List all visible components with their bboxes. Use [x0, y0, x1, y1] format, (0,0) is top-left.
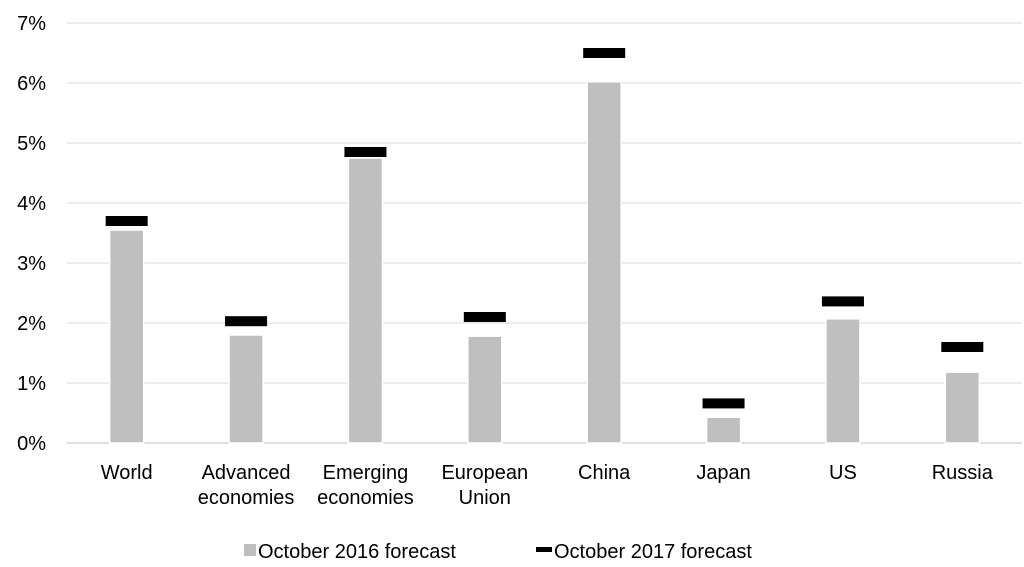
legend-swatch-marker [536, 547, 552, 552]
y-tick-label: 5% [17, 133, 46, 155]
marker [821, 296, 864, 307]
y-axis: 0% 1% 2% 3% 4% 5% 6% 7% [17, 13, 46, 455]
x-tick-label: Japan [696, 462, 751, 484]
bar [944, 371, 981, 444]
y-tick-label: 3% [17, 253, 46, 275]
bar [228, 334, 264, 444]
legend-label: October 2017 forecast [554, 541, 752, 563]
legend: October 2016 forecast October 2017 forec… [244, 541, 752, 563]
marker [105, 216, 148, 226]
y-tick-label: 6% [17, 73, 46, 95]
bar [825, 318, 861, 444]
y-tick-label: 7% [17, 13, 46, 35]
x-tick-label: Russia [932, 462, 994, 484]
bar [347, 157, 384, 444]
bar [467, 335, 503, 444]
marker [583, 48, 626, 58]
x-tick-label: World [101, 462, 153, 484]
bar [586, 81, 622, 444]
markers [105, 48, 984, 409]
x-tick-label: Advanced economies [198, 462, 295, 509]
marker [344, 147, 387, 157]
bar [108, 229, 145, 444]
marker [225, 316, 268, 327]
marker [941, 342, 984, 352]
y-tick-label: 4% [17, 193, 46, 215]
x-tick-label: US [829, 462, 857, 484]
x-tick-label: China [578, 462, 631, 484]
y-tick-label: 1% [17, 373, 46, 395]
y-tick-label: 0% [17, 433, 46, 455]
marker [463, 312, 506, 322]
x-axis: World Advanced economies Emerging economies E… [101, 462, 994, 509]
legend-label: October 2016 forecast [258, 541, 456, 563]
x-tick-label: Emerging economies [317, 462, 414, 509]
legend-swatch-bar [244, 544, 256, 556]
gridlines [67, 22, 1022, 444]
bar [705, 416, 742, 444]
y-tick-label: 2% [17, 313, 46, 335]
bars [108, 81, 981, 444]
marker [702, 398, 745, 409]
x-tick-label: European Union [441, 462, 528, 509]
